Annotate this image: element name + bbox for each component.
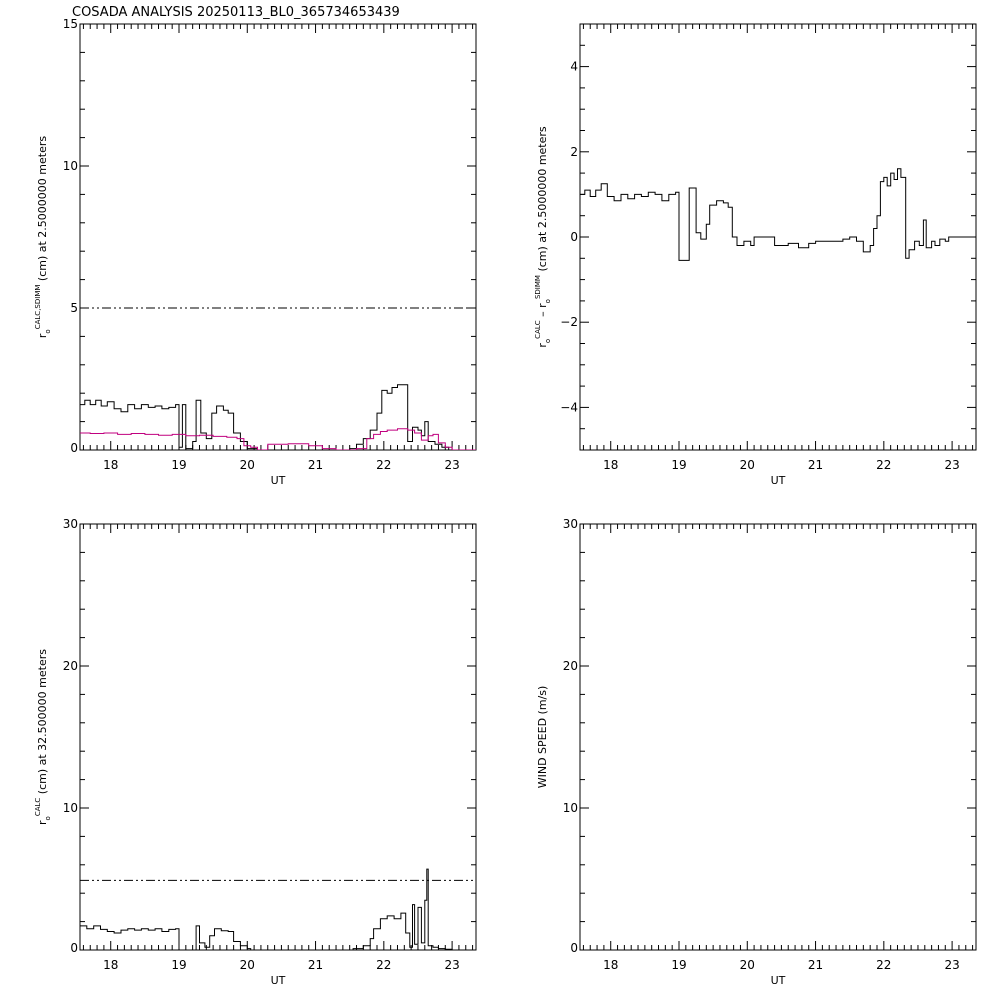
chart-2-y-axis-title-part: CALC: [34, 798, 42, 817]
chart-1-x-tick-label: 19: [671, 458, 686, 472]
chart-0-y-axis-title-part: o: [44, 329, 52, 333]
chart-1-y-axis-title-part: (cm) at 2.5000000 meters: [536, 126, 549, 275]
chart-3-x-tick-label: 20: [740, 958, 755, 972]
chart-1-x-tick-label: 21: [808, 458, 823, 472]
chart-1-y-axis-title-part: o: [544, 299, 552, 303]
chart-0-x-axis-title: UT: [271, 474, 286, 487]
chart-2-y-tick-label: 10: [63, 801, 78, 815]
chart-0-x-tick-label: 22: [376, 458, 391, 472]
chart-0-y-tick-label: 0: [70, 441, 78, 455]
panel-bottom-left: 18 19 20 21 22 23 0 10 20 30 UT roCALC (cm) at 32.5…: [34, 517, 477, 987]
chart-1-y-axis-title-part: CALC: [534, 320, 542, 339]
chart-0-y-tick-label: 5: [70, 301, 78, 315]
chart-1-y-axis-title-part: – r: [536, 303, 549, 320]
chart-3-x-tick-label: 21: [808, 958, 823, 972]
chart-2-y-axis-title-part: (cm) at 32.500000 meters: [36, 649, 49, 798]
chart-3-y-tick-label: 0: [570, 941, 578, 955]
chart-3-y-tick-label: 20: [563, 659, 578, 673]
chart-0-y-axis-title-part: (cm) at 2.5000000 meters: [36, 136, 49, 285]
chart-1-x-tick-label: 23: [944, 458, 959, 472]
chart-1-x-tick-label: 20: [740, 458, 755, 472]
chart-0-x-tick-label: 19: [171, 458, 186, 472]
chart-0-series-1-line: [80, 428, 476, 450]
chart-0-y-axis-title: roCALC,SDIMM (cm) at 2.5000000 meters: [34, 136, 52, 338]
chart-0-x-tick-label: 18: [103, 458, 118, 472]
chart-3-x-tick-label: 18: [603, 958, 618, 972]
chart-2-x-tick-label: 23: [444, 958, 459, 972]
chart-1-y-axis-title-part: SDIMM: [534, 275, 542, 299]
chart-2-x-tick-label: 22: [376, 958, 391, 972]
chart-3-y-axis-title-part: WIND SPEED (m/s): [536, 686, 549, 789]
chart-1-y-axis-title-part: r: [536, 343, 549, 348]
chart-3-x-tick-label: 19: [671, 958, 686, 972]
chart-2-y-axis-title: roCALC (cm) at 32.500000 meters: [34, 649, 52, 825]
chart-3-y-axis-title: WIND SPEED (m/s): [536, 686, 549, 789]
chart-1-series-0-line: [580, 168, 976, 261]
chart-1-x-tick-label: 18: [603, 458, 618, 472]
chart-0-plot-frame: [79, 23, 477, 451]
chart-0-y-tick-label: 15: [63, 17, 78, 31]
chart-0-x-tick-label: 20: [240, 458, 255, 472]
figure-title: COSADA ANALYSIS 20250113_BL0_36573465343…: [72, 5, 400, 20]
chart-2-y-tick-label: 0: [70, 941, 78, 955]
chart-3-x-tick-label: 22: [876, 958, 891, 972]
chart-3-x-tick-label: 23: [944, 958, 959, 972]
chart-1-y-axis-title-part: o: [544, 339, 552, 343]
chart-2-y-axis-title-part: r: [36, 820, 49, 825]
chart-3-y-tick-label: 10: [563, 801, 578, 815]
chart-3-plot-frame: [579, 523, 977, 951]
chart-0-y-tick-label: 10: [63, 159, 78, 173]
chart-0-y-axis-title-part: CALC,SDIMM: [34, 285, 42, 330]
chart-3-y-tick-label: 30: [563, 517, 578, 531]
chart-3-x-axis-title: UT: [771, 974, 786, 987]
chart-2-y-tick-label: 20: [63, 659, 78, 673]
chart-0-y-axis-title-part: r: [36, 333, 49, 338]
chart-2-x-tick-label: 20: [240, 958, 255, 972]
chart-1-y-tick-label: −2: [560, 315, 578, 329]
chart-1-x-axis-title: UT: [771, 474, 786, 487]
chart-0-series-0-line: [80, 384, 476, 450]
chart-1-y-tick-label: 0: [570, 230, 578, 244]
chart-1-x-tick-label: 22: [876, 458, 891, 472]
chart-1-y-axis-title: roCALC – roSDIMM (cm) at 2.5000000 meter…: [534, 126, 552, 348]
chart-2-y-axis-title-part: o: [44, 816, 52, 820]
chart-2-x-tick-label: 19: [171, 958, 186, 972]
chart-1-y-tick-label: 4: [570, 60, 578, 74]
chart-1-plot-frame: [579, 23, 977, 451]
chart-2-x-tick-label: 21: [308, 958, 323, 972]
chart-0-x-tick-label: 21: [308, 458, 323, 472]
panel-bottom-right: 18 19 20 21 22 23 0 10 20 30 UT WIND SPEED (m/s): [536, 517, 977, 987]
chart-0-x-tick-label: 23: [444, 458, 459, 472]
chart-2-x-tick-label: 18: [103, 958, 118, 972]
chart-2-series-0-line: [80, 868, 476, 950]
chart-2-plot-frame: [79, 523, 477, 951]
panel-top-left: 18 19 20 21 22 23 0 5 10 15 UT roCALC,SDIMM (cm) at…: [34, 17, 477, 487]
chart-1-y-tick-label: −4: [560, 400, 578, 414]
chart-1-y-tick-label: 2: [570, 145, 578, 159]
chart-2-y-tick-label: 30: [63, 517, 78, 531]
chart-2-x-axis-title: UT: [271, 974, 286, 987]
